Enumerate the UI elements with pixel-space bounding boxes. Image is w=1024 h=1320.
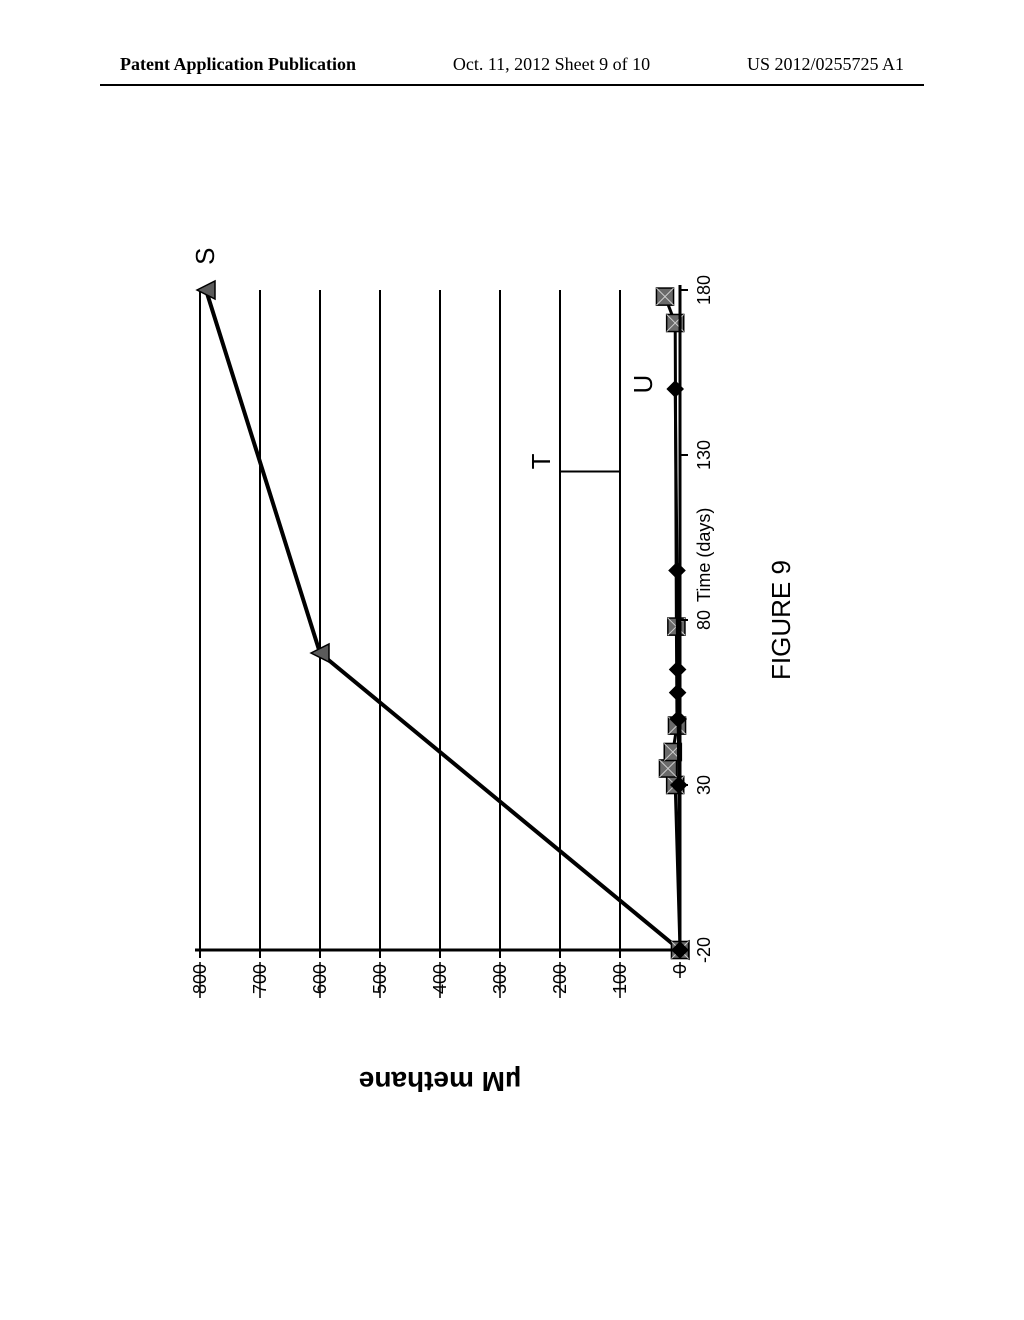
figure-caption: FIGURE 9 [766,560,796,680]
methane-chart-svg: SUT 0100200300400500600700800-2030801301… [150,220,860,1120]
chart-container: SUT 0100200300400500600700800-2030801301… [150,220,860,1120]
patent-header: Patent Application Publication Oct. 11, … [0,54,1024,75]
header-rule [100,84,924,86]
header-right: US 2012/0255725 A1 [747,54,904,75]
x-tick-label: 80 [694,610,714,630]
header-left: Patent Application Publication [120,54,356,75]
series-label: S [190,247,220,264]
x-tick-label: 130 [694,440,714,470]
series-label: T [526,453,556,469]
series-label: U [628,375,658,394]
x-tick-label: 30 [694,775,714,795]
chart-rotated: SUT 0100200300400500600700800-2030801301… [150,220,860,1120]
x-tick-label: 180 [694,275,714,305]
x-axis-label: Time (days) [694,508,714,602]
y-axis-label: µM methane [359,1066,521,1097]
page-root: Patent Application Publication Oct. 11, … [0,0,1024,1320]
x-tick-label: -20 [694,937,714,963]
header-mid: Oct. 11, 2012 Sheet 9 of 10 [453,54,650,75]
